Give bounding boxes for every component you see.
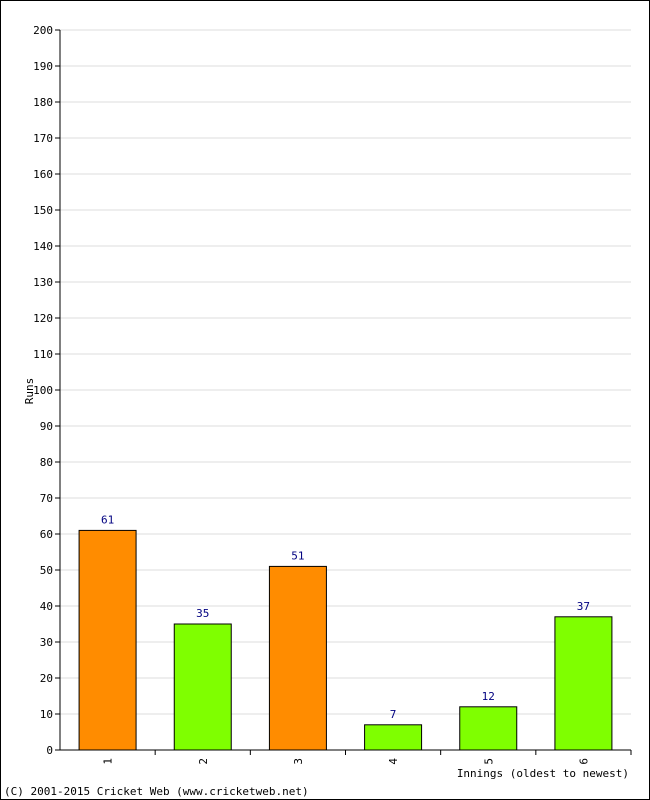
x-tick-label: 2	[197, 758, 210, 765]
y-tick-label: 90	[40, 420, 53, 433]
value-labels: 61 35 51 7 12 37	[101, 513, 590, 720]
x-axis-label: Innings (oldest to newest)	[457, 767, 629, 780]
bar	[268, 565, 327, 751]
value-label: 61	[101, 513, 114, 526]
y-tick-label: 150	[33, 204, 53, 217]
y-tick-label: 70	[40, 492, 53, 505]
y-tick-label: 200	[33, 24, 53, 37]
y-tick-label: 190	[33, 60, 53, 73]
y-tick-label: 180	[33, 96, 53, 109]
bar	[554, 616, 613, 751]
y-tick-label: 160	[33, 168, 53, 181]
y-tick-label: 0	[46, 744, 53, 757]
y-tick-labels: 0 10 20 30 40 50 60 70 80 90 100 110 120 130 140 150 160…	[33, 24, 53, 757]
y-tick-label: 170	[33, 132, 53, 145]
bar	[78, 529, 137, 751]
copyright-text: (C) 2001-2015 Cricket Web (www.cricketwe…	[4, 785, 309, 798]
value-label: 37	[577, 600, 590, 613]
value-label: 35	[196, 607, 209, 620]
x-tick-label: 4	[387, 758, 400, 765]
y-tick-label: 50	[40, 564, 53, 577]
bars	[78, 529, 613, 751]
y-tick-label: 20	[40, 672, 53, 685]
bar	[173, 623, 232, 751]
bar	[364, 724, 423, 751]
y-tick-label: 110	[33, 348, 53, 361]
x-tick-label: 5	[482, 758, 495, 765]
y-tick-label: 10	[40, 708, 53, 721]
y-tick-label: 120	[33, 312, 53, 325]
y-tick-label: 60	[40, 528, 53, 541]
value-label: 7	[390, 708, 397, 721]
y-tick-label: 140	[33, 240, 53, 253]
gridlines	[60, 29, 631, 715]
y-axis-label: Runs	[23, 378, 36, 405]
x-tick-label: 1	[102, 758, 115, 765]
x-tick-label: 6	[577, 758, 590, 765]
axes	[55, 29, 632, 755]
value-label: 51	[291, 549, 304, 562]
value-label: 12	[482, 690, 495, 703]
x-tick-label: 3	[292, 758, 305, 765]
bar	[459, 706, 518, 751]
y-tick-label: 130	[33, 276, 53, 289]
y-tick-label: 40	[40, 600, 53, 613]
y-tick-label: 100	[33, 384, 53, 397]
y-tick-label: 80	[40, 456, 53, 469]
y-tick-label: 30	[40, 636, 53, 649]
x-tick-labels: 1 2 3 4 5 6	[102, 758, 591, 765]
